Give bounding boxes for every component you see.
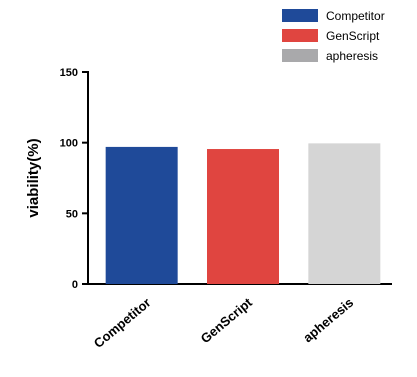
legend-label: apheresis — [326, 49, 378, 63]
x-tick-label: GenScript — [198, 294, 256, 346]
y-axis-label: viability(%) — [25, 138, 42, 217]
y-tick-label: 100 — [60, 138, 78, 150]
x-tick-labels: Competitor GenScript apheresis — [91, 294, 356, 350]
y-ticks: 0 50 100 150 — [60, 67, 88, 291]
x-tick-label: Competitor — [91, 295, 154, 351]
bars — [105, 143, 381, 284]
legend-label: Competitor — [326, 9, 385, 23]
legend-swatch — [282, 29, 318, 42]
y-tick-label: 50 — [66, 208, 78, 220]
legend-label: GenScript — [326, 29, 380, 43]
y-tick-label: 0 — [72, 279, 78, 291]
bar-apheresis — [308, 143, 381, 284]
bar-competitor — [105, 146, 178, 284]
x-tick-label: apheresis — [300, 295, 356, 346]
y-tick-label: 150 — [60, 67, 78, 79]
bar-genscript — [207, 149, 279, 284]
legend: Competitor GenScript apheresis — [282, 9, 385, 63]
legend-swatch — [282, 9, 318, 22]
legend-swatch — [282, 49, 318, 62]
